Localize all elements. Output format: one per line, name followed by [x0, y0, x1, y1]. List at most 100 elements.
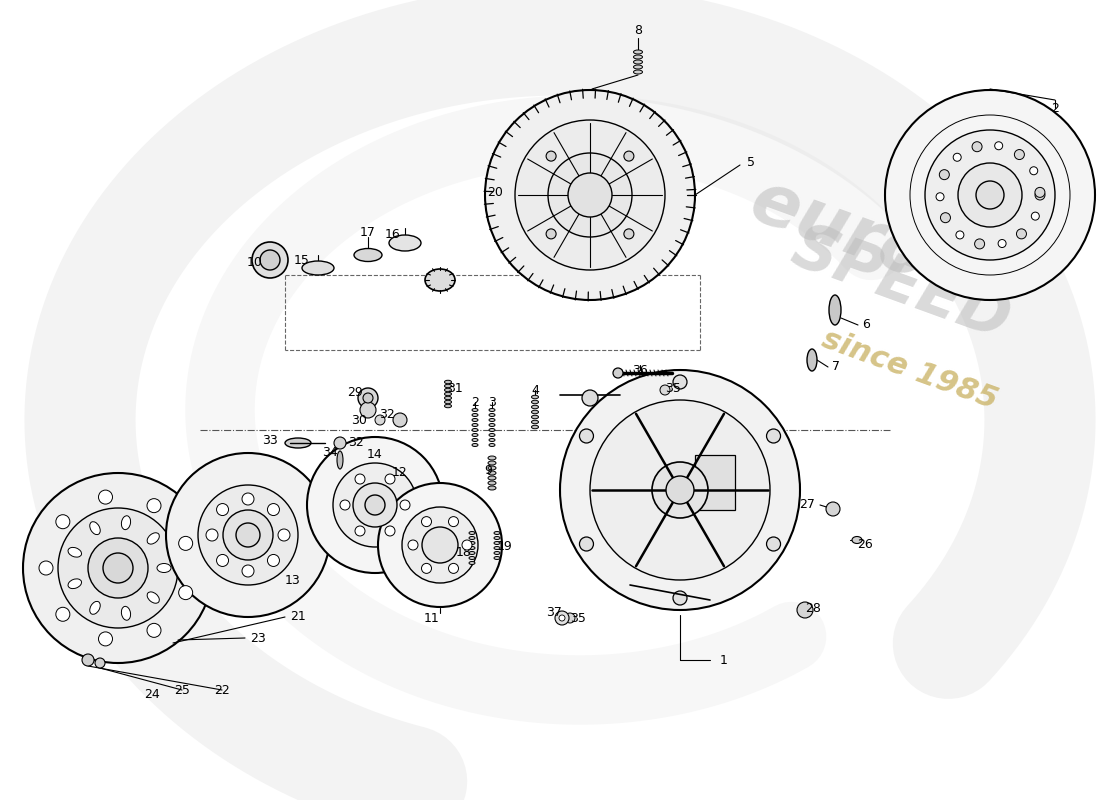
Text: 36: 36 — [632, 363, 648, 377]
Circle shape — [82, 654, 94, 666]
Ellipse shape — [531, 426, 539, 429]
Ellipse shape — [531, 400, 539, 404]
Circle shape — [23, 473, 213, 663]
Ellipse shape — [490, 418, 495, 422]
Ellipse shape — [531, 420, 539, 424]
Ellipse shape — [469, 531, 475, 534]
Ellipse shape — [469, 546, 475, 550]
Circle shape — [1030, 166, 1037, 174]
Text: 16: 16 — [385, 229, 400, 242]
Circle shape — [994, 142, 1003, 150]
Ellipse shape — [444, 392, 451, 396]
Ellipse shape — [490, 423, 495, 426]
Text: 35: 35 — [570, 611, 586, 625]
Circle shape — [975, 239, 984, 249]
Circle shape — [408, 540, 418, 550]
Circle shape — [400, 500, 410, 510]
Ellipse shape — [469, 551, 475, 554]
Circle shape — [56, 514, 69, 529]
Ellipse shape — [68, 547, 81, 557]
Text: 9: 9 — [484, 463, 492, 477]
Text: 31: 31 — [447, 382, 463, 394]
Circle shape — [385, 526, 395, 536]
Circle shape — [568, 173, 612, 217]
Ellipse shape — [444, 404, 451, 408]
Ellipse shape — [488, 481, 496, 485]
Circle shape — [826, 502, 840, 516]
Circle shape — [358, 388, 378, 408]
Ellipse shape — [444, 400, 451, 404]
Text: 14: 14 — [367, 449, 383, 462]
Text: 22: 22 — [214, 683, 230, 697]
Circle shape — [236, 523, 260, 547]
Ellipse shape — [469, 557, 475, 559]
Ellipse shape — [490, 438, 495, 442]
Circle shape — [39, 561, 53, 575]
Circle shape — [242, 565, 254, 577]
Circle shape — [355, 526, 365, 536]
Ellipse shape — [425, 269, 455, 291]
Ellipse shape — [634, 70, 642, 74]
Circle shape — [449, 517, 459, 526]
Ellipse shape — [444, 384, 451, 388]
Ellipse shape — [490, 443, 495, 446]
Circle shape — [267, 503, 279, 515]
Ellipse shape — [494, 551, 501, 554]
Circle shape — [582, 390, 598, 406]
Circle shape — [340, 500, 350, 510]
Circle shape — [666, 476, 694, 504]
Ellipse shape — [634, 50, 642, 54]
Circle shape — [546, 151, 557, 161]
Ellipse shape — [472, 418, 478, 422]
Ellipse shape — [720, 390, 760, 590]
Ellipse shape — [68, 579, 81, 589]
Ellipse shape — [852, 537, 862, 543]
Ellipse shape — [488, 456, 496, 460]
Circle shape — [556, 611, 569, 625]
Circle shape — [178, 586, 192, 600]
Text: 10: 10 — [248, 257, 263, 270]
Ellipse shape — [469, 537, 475, 539]
Circle shape — [462, 540, 472, 550]
Circle shape — [1032, 212, 1040, 220]
Circle shape — [375, 415, 385, 425]
Ellipse shape — [147, 533, 160, 544]
Ellipse shape — [472, 438, 478, 442]
Circle shape — [95, 658, 104, 668]
Ellipse shape — [469, 562, 475, 565]
Ellipse shape — [90, 602, 100, 614]
Circle shape — [939, 170, 949, 180]
Ellipse shape — [488, 471, 496, 475]
FancyBboxPatch shape — [695, 455, 735, 510]
Ellipse shape — [494, 557, 501, 559]
Ellipse shape — [90, 522, 100, 534]
FancyBboxPatch shape — [670, 390, 740, 590]
Ellipse shape — [494, 542, 501, 545]
Text: 5: 5 — [747, 157, 755, 170]
Circle shape — [422, 527, 458, 563]
Text: 19: 19 — [497, 541, 513, 554]
Ellipse shape — [444, 388, 451, 392]
Circle shape — [242, 493, 254, 505]
Circle shape — [956, 231, 964, 239]
Circle shape — [206, 529, 218, 541]
Text: 23: 23 — [250, 631, 266, 645]
Ellipse shape — [531, 395, 539, 398]
Text: 2: 2 — [1052, 102, 1059, 114]
Circle shape — [252, 242, 288, 278]
Circle shape — [378, 483, 502, 607]
Text: 17: 17 — [360, 226, 376, 238]
Circle shape — [421, 563, 431, 574]
Text: 15: 15 — [294, 254, 310, 266]
Text: 30: 30 — [351, 414, 367, 426]
Ellipse shape — [488, 476, 496, 480]
Circle shape — [940, 213, 950, 222]
Text: 20: 20 — [487, 186, 503, 199]
Ellipse shape — [354, 249, 382, 262]
Ellipse shape — [494, 546, 501, 550]
Circle shape — [1016, 229, 1026, 239]
Circle shape — [56, 607, 69, 622]
Circle shape — [355, 474, 365, 484]
Ellipse shape — [634, 55, 642, 59]
Ellipse shape — [469, 542, 475, 545]
